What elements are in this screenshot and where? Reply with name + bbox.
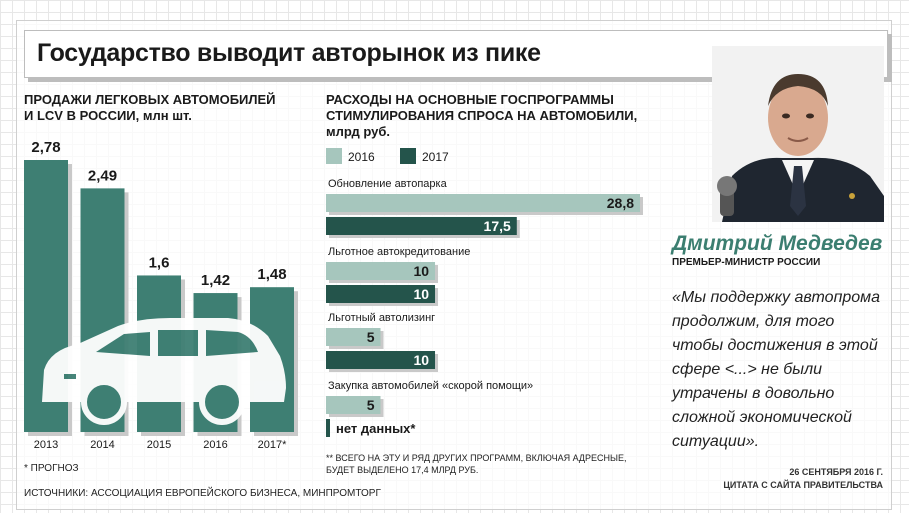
sales-year-label: 2017* <box>258 439 287 451</box>
person-quote: «Мы поддержку автопрома продолжим, для т… <box>672 289 881 450</box>
right-chart-header-line1: РАСХОДЫ НА ОСНОВНЫЕ ГОСПРОГРАММЫ <box>326 92 614 107</box>
portrait-photo <box>712 46 884 222</box>
left-chart-header-line2: И LCV В РОССИИ, млн шт. <box>24 108 192 123</box>
program-label: Закупка автомобилей «скорой помощи» <box>328 380 533 392</box>
quote-date: 26 СЕНТЯБРЯ 2016 Г. <box>789 467 883 477</box>
sales-year-label: 2015 <box>147 439 171 451</box>
program-value-label: 10 <box>413 263 429 279</box>
program-value-label: 17,5 <box>484 218 511 234</box>
program-bar-nodata <box>326 419 330 437</box>
left-chart-header-line1: ПРОДАЖИ ЛЕГКОВЫХ АВТОМОБИЛЕЙ <box>24 92 276 107</box>
person-role: ПРЕМЬЕР-МИНИСТР РОССИИ <box>672 257 821 268</box>
program-bar-2016 <box>326 194 640 212</box>
car-icon <box>42 318 286 425</box>
sales-value-label: 1,6 <box>149 254 170 271</box>
program-value-label: 28,8 <box>607 195 634 211</box>
legend-label-2017: 2017 <box>422 150 449 164</box>
program-bar-2017 <box>326 351 436 369</box>
right-chart-header-line3: млрд руб. <box>326 124 390 139</box>
right-footnote-line1: ** ВСЕГО НА ЭТУ И РЯД ДРУГИХ ПРОГРАММ, В… <box>326 453 627 463</box>
quote-attribution: 26 СЕНТЯБРЯ 2016 Г. ЦИТАТА С САЙТА ПРАВИ… <box>723 466 883 492</box>
program-label: Льготный автолизинг <box>328 312 435 324</box>
program-bar-2017 <box>326 217 517 235</box>
sales-value-label: 2,49 <box>88 167 117 184</box>
program-bar-2016 <box>326 396 381 414</box>
program-bar-2016 <box>326 328 381 346</box>
person-name: Дмитрий Медведев <box>672 232 883 255</box>
right-chart-header-line2: СТИМУЛИРОВАНИЯ СПРОСА НА АВТОМОБИЛИ, <box>326 108 638 123</box>
right-chart-header: РАСХОДЫ НА ОСНОВНЫЕ ГОСПРОГРАММЫ СТИМУЛИ… <box>326 92 637 140</box>
sales-year-label: 2014 <box>90 439 114 451</box>
sources-note: ИСТОЧНИКИ: АССОЦИАЦИЯ ЕВРОПЕЙСКОГО БИЗНЕ… <box>24 488 381 499</box>
program-bar-2016 <box>326 262 436 280</box>
program-value-label: 10 <box>413 286 429 302</box>
sales-value-label: 1,48 <box>257 266 286 283</box>
program-label: Льготное автокредитование <box>328 246 470 258</box>
program-nodata-label: нет данных* <box>336 421 416 436</box>
program-value-label: 5 <box>367 329 375 345</box>
sales-year-label: 2016 <box>203 439 227 451</box>
sales-value-label: 1,42 <box>201 272 230 289</box>
legend-label-2016: 2016 <box>348 150 375 164</box>
sales-year-label: 2013 <box>34 439 58 451</box>
left-chart-header: ПРОДАЖИ ЛЕГКОВЫХ АВТОМОБИЛЕЙ И LCV В РОС… <box>24 92 276 124</box>
quote-source: ЦИТАТА С САЙТА ПРАВИТЕЛЬСТВА <box>723 480 883 490</box>
page-title: Государство выводит авторынок из пике <box>37 39 541 67</box>
right-footnote-line2: БУДЕТ ВЫДЕЛЕНО 17,4 МЛРД РУБ. <box>326 465 479 475</box>
right-chart-footnote: ** ВСЕГО НА ЭТУ И РЯД ДРУГИХ ПРОГРАММ, В… <box>326 452 626 476</box>
legend-swatch-2016 <box>326 148 342 164</box>
portrait-illustration <box>712 46 884 222</box>
program-bar-2017 <box>326 285 436 303</box>
program-label: Обновление автопарка <box>328 178 448 190</box>
legend-swatch-2017 <box>400 148 416 164</box>
program-value-label: 10 <box>413 352 429 368</box>
forecast-note: * ПРОГНОЗ <box>24 463 79 474</box>
program-value-label: 5 <box>367 397 375 413</box>
sales-value-label: 2,78 <box>31 139 60 156</box>
